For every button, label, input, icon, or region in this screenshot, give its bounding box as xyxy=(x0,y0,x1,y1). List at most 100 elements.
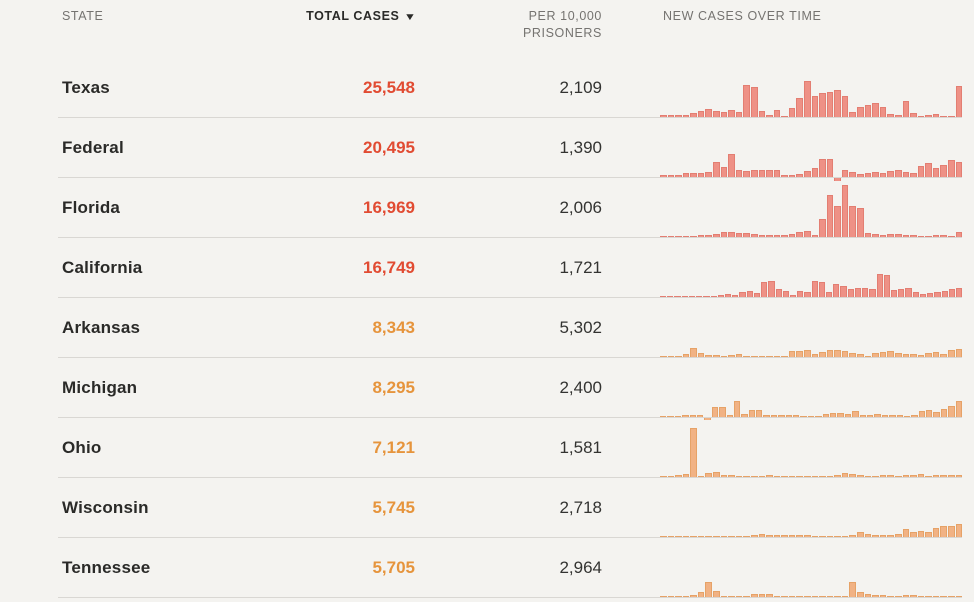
spark-bar xyxy=(689,415,696,417)
spark-bar xyxy=(796,351,803,357)
spark-bar xyxy=(741,414,748,417)
spark-bar xyxy=(849,474,857,477)
spark-bar xyxy=(766,115,773,117)
spark-bar xyxy=(902,172,910,177)
spark-bar xyxy=(781,356,788,357)
spark-bar xyxy=(758,356,766,357)
total-cases-value: 16,969 xyxy=(363,198,415,217)
spark-bar xyxy=(705,109,713,117)
new-cases-sparkline xyxy=(660,425,963,477)
row-divider xyxy=(58,237,962,238)
spark-bar xyxy=(834,475,841,477)
spark-bar xyxy=(735,596,743,597)
spark-bar xyxy=(879,235,887,237)
spark-bar xyxy=(819,536,826,537)
column-header-total-cases-sort[interactable]: TOTAL CASES ▼ xyxy=(230,8,416,25)
spark-bar xyxy=(758,170,766,177)
spark-bar xyxy=(717,295,724,297)
spark-bar xyxy=(667,175,675,177)
spark-bar xyxy=(682,415,689,417)
row-divider xyxy=(58,417,962,418)
spark-bar xyxy=(803,81,811,117)
spark-bar xyxy=(720,596,728,597)
spark-bar xyxy=(675,536,682,537)
spark-bar xyxy=(803,350,811,357)
spark-bar xyxy=(849,172,857,177)
spark-bar xyxy=(696,296,703,297)
spark-bar xyxy=(788,234,796,237)
column-header-per-10k-prisoners: PER 10,000 PRISONERS xyxy=(522,9,602,40)
spark-bar xyxy=(926,410,933,417)
spark-bar xyxy=(807,416,815,417)
spark-bar xyxy=(720,356,728,357)
spark-bar xyxy=(826,596,834,597)
spark-bar xyxy=(849,206,857,237)
spark-bar xyxy=(788,108,796,117)
spark-bar xyxy=(781,596,788,597)
spark-bar xyxy=(894,353,902,357)
spark-bar xyxy=(705,536,713,537)
spark-bar xyxy=(869,289,876,297)
spark-bar xyxy=(826,536,834,537)
spark-bar xyxy=(910,173,917,177)
spark-bar xyxy=(660,476,667,477)
spark-bar xyxy=(917,166,925,177)
spark-bar xyxy=(872,476,879,477)
row-divider xyxy=(58,297,962,298)
spark-bar xyxy=(766,170,773,177)
spark-bar xyxy=(932,596,940,597)
spark-bar xyxy=(750,234,758,237)
spark-bar xyxy=(955,596,963,597)
spark-bar xyxy=(883,275,890,297)
per-10k-prisoners-value: 1,390 xyxy=(559,138,602,157)
spark-bar xyxy=(788,351,796,357)
spark-bar xyxy=(796,535,803,537)
spark-bar xyxy=(713,162,720,177)
spark-bar xyxy=(955,232,963,237)
spark-bar xyxy=(947,596,955,597)
spark-bar xyxy=(841,536,849,537)
spark-bar xyxy=(847,289,854,297)
spark-bar xyxy=(682,173,690,177)
spark-bar xyxy=(682,596,690,597)
spark-bar xyxy=(833,284,840,297)
spark-bar xyxy=(826,350,834,357)
spark-bar xyxy=(887,596,894,597)
spark-bar xyxy=(940,116,947,117)
spark-bar xyxy=(743,233,750,237)
state-name: California xyxy=(62,258,143,277)
spark-bar xyxy=(788,175,796,177)
spark-bar xyxy=(778,415,785,417)
state-name: Michigan xyxy=(62,378,138,397)
spark-bar xyxy=(811,168,819,177)
spark-bar xyxy=(811,536,819,537)
spark-bar xyxy=(894,234,902,237)
spark-bar xyxy=(887,475,894,477)
spark-bar xyxy=(940,526,947,537)
spark-bar xyxy=(947,526,955,537)
spark-bar xyxy=(766,356,773,357)
spark-bar xyxy=(743,476,750,477)
new-cases-sparkline xyxy=(660,245,963,297)
spark-bar xyxy=(781,175,788,177)
spark-bar xyxy=(739,292,746,297)
spark-bar xyxy=(941,291,948,297)
spark-bar xyxy=(834,90,841,117)
spark-bar xyxy=(910,354,917,357)
spark-bar xyxy=(925,236,932,237)
spark-bar xyxy=(732,295,739,297)
spark-bar xyxy=(917,474,925,477)
per-10k-prisoners-value: 2,718 xyxy=(559,498,602,517)
spark-bar xyxy=(667,476,675,477)
per-10k-prisoners-value: 2,006 xyxy=(559,198,602,217)
spark-bar xyxy=(903,416,911,417)
spark-bar xyxy=(735,233,743,237)
spark-bar xyxy=(940,235,947,237)
spark-bar xyxy=(849,353,857,357)
spark-bar xyxy=(912,292,919,297)
table-row: California 16,749 1,721 xyxy=(0,238,974,298)
spark-bar xyxy=(917,596,925,597)
spark-bar xyxy=(766,594,773,597)
new-cases-sparkline xyxy=(660,65,963,117)
spark-bar xyxy=(819,93,826,117)
